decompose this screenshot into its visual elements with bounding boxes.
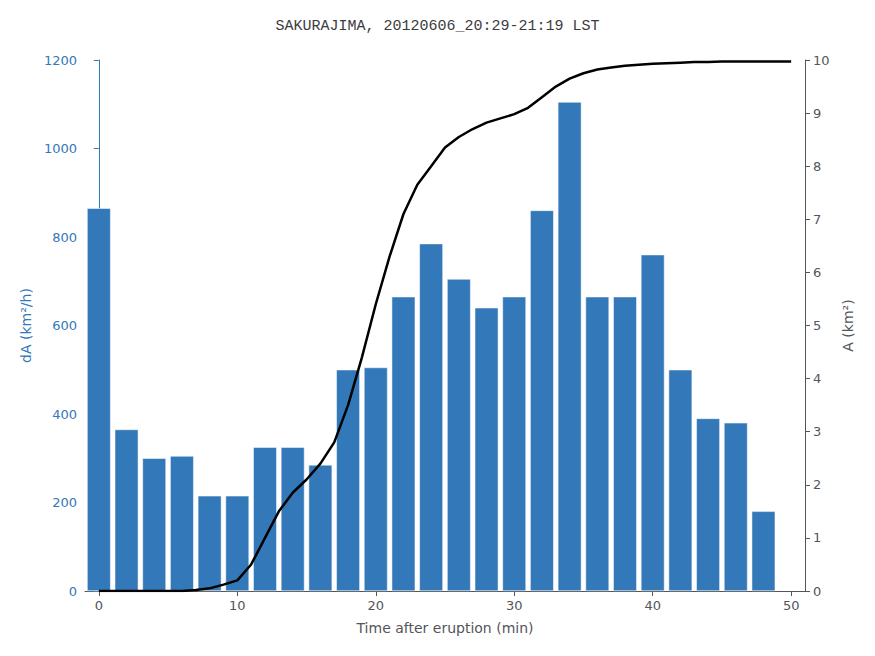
svg-text:dA (km²/h): dA (km²/h) bbox=[18, 288, 34, 363]
svg-text:Time after eruption (min): Time after eruption (min) bbox=[355, 620, 533, 636]
svg-text:10: 10 bbox=[229, 598, 246, 613]
svg-text:20: 20 bbox=[367, 598, 384, 613]
svg-text:10: 10 bbox=[813, 53, 830, 68]
svg-text:30: 30 bbox=[506, 598, 523, 613]
svg-text:5: 5 bbox=[813, 318, 821, 333]
svg-text:1: 1 bbox=[813, 530, 821, 545]
svg-text:50: 50 bbox=[783, 598, 800, 613]
svg-text:600: 600 bbox=[52, 318, 77, 333]
svg-text:200: 200 bbox=[52, 495, 77, 510]
svg-text:800: 800 bbox=[52, 230, 77, 245]
svg-text:1200: 1200 bbox=[44, 53, 77, 68]
svg-text:3: 3 bbox=[813, 424, 821, 439]
svg-text:2: 2 bbox=[813, 477, 821, 492]
svg-text:400: 400 bbox=[52, 407, 77, 422]
svg-text:7: 7 bbox=[813, 212, 821, 227]
svg-text:6: 6 bbox=[813, 265, 821, 280]
svg-text:1000: 1000 bbox=[44, 141, 77, 156]
svg-text:SAKURAJIMA, 20120606_20:29-21:: SAKURAJIMA, 20120606_20:29-21:19 LST bbox=[275, 18, 599, 35]
svg-text:9: 9 bbox=[813, 106, 821, 121]
svg-text:40: 40 bbox=[644, 598, 661, 613]
svg-text:4: 4 bbox=[813, 371, 821, 386]
svg-text:0: 0 bbox=[69, 584, 77, 599]
svg-text:A (km²): A (km²) bbox=[840, 299, 856, 351]
svg-text:0: 0 bbox=[813, 584, 821, 599]
svg-text:0: 0 bbox=[95, 598, 103, 613]
svg-text:8: 8 bbox=[813, 159, 821, 174]
